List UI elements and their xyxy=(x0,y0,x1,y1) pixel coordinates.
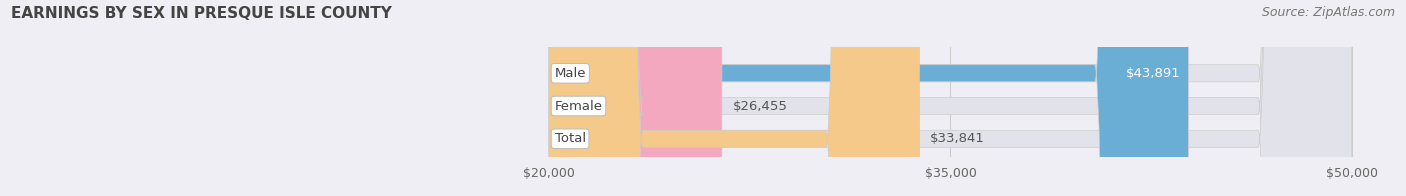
Text: $43,891: $43,891 xyxy=(1126,67,1180,80)
FancyBboxPatch shape xyxy=(550,0,920,196)
Text: $33,841: $33,841 xyxy=(931,132,986,145)
Text: Source: ZipAtlas.com: Source: ZipAtlas.com xyxy=(1261,6,1395,19)
FancyBboxPatch shape xyxy=(550,0,721,196)
Text: Male: Male xyxy=(554,67,586,80)
FancyBboxPatch shape xyxy=(550,0,1351,196)
FancyBboxPatch shape xyxy=(550,0,1351,196)
FancyBboxPatch shape xyxy=(550,0,1351,196)
FancyBboxPatch shape xyxy=(550,0,1188,196)
Text: Female: Female xyxy=(554,100,603,113)
Text: Total: Total xyxy=(554,132,586,145)
Text: EARNINGS BY SEX IN PRESQUE ISLE COUNTY: EARNINGS BY SEX IN PRESQUE ISLE COUNTY xyxy=(11,6,392,21)
Text: $26,455: $26,455 xyxy=(733,100,787,113)
